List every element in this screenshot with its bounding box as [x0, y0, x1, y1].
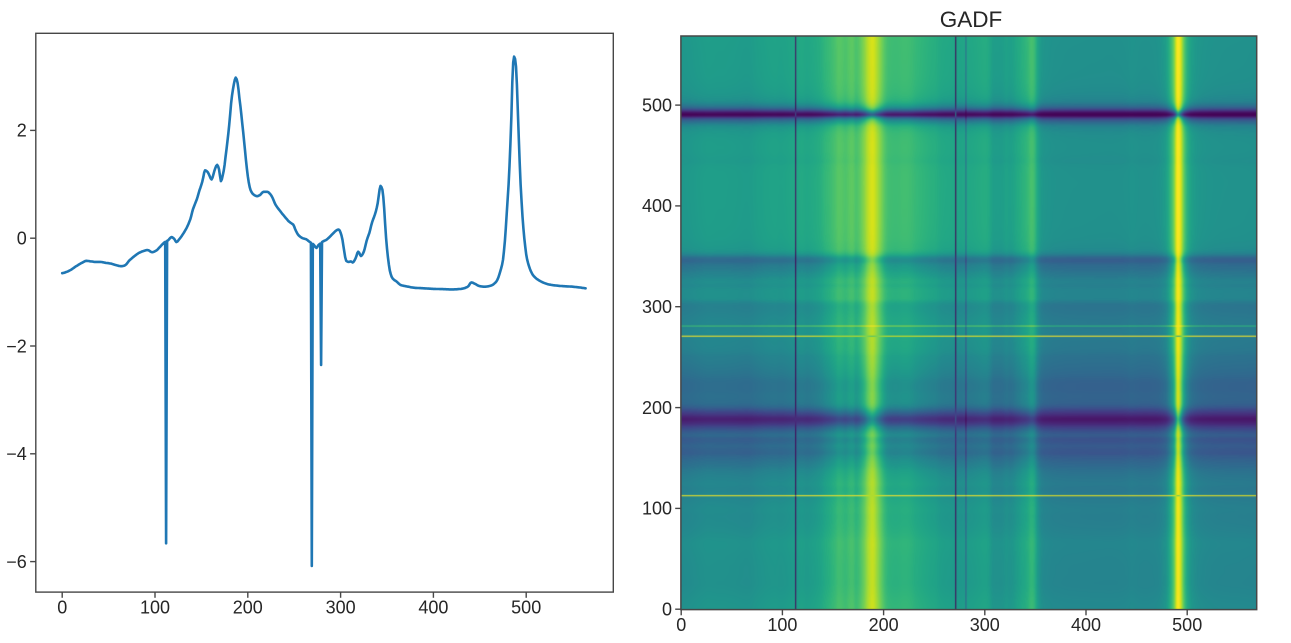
svg-text:0: 0: [676, 615, 686, 635]
svg-text:−2: −2: [6, 336, 27, 356]
svg-text:300: 300: [326, 598, 356, 618]
svg-text:0: 0: [662, 600, 672, 620]
svg-text:0: 0: [57, 598, 67, 618]
svg-text:200: 200: [642, 398, 672, 418]
svg-text:100: 100: [642, 499, 672, 519]
svg-text:200: 200: [869, 615, 899, 635]
svg-text:100: 100: [140, 598, 170, 618]
svg-text:200: 200: [233, 598, 263, 618]
svg-text:500: 500: [1172, 615, 1202, 635]
svg-text:100: 100: [767, 615, 797, 635]
svg-text:500: 500: [511, 598, 541, 618]
svg-text:500: 500: [642, 95, 672, 115]
svg-text:GADF: GADF: [940, 7, 1003, 32]
svg-text:−6: −6: [6, 552, 27, 572]
svg-text:2: 2: [17, 121, 27, 141]
svg-text:300: 300: [970, 615, 1000, 635]
svg-text:−4: −4: [6, 444, 27, 464]
svg-text:300: 300: [642, 297, 672, 317]
svg-text:0: 0: [17, 229, 27, 249]
svg-text:400: 400: [418, 598, 448, 618]
svg-text:400: 400: [642, 196, 672, 216]
svg-text:400: 400: [1071, 615, 1101, 635]
